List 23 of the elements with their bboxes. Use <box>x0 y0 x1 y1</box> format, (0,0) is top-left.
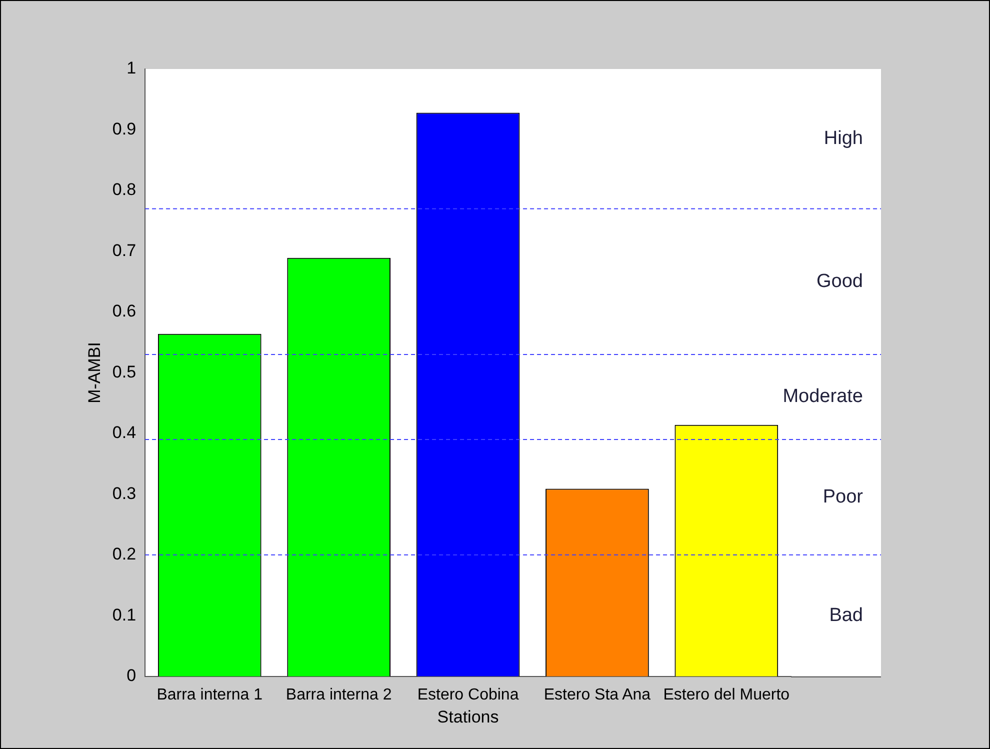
annotation: High <box>824 128 863 150</box>
y-tick-label: 0.7 <box>112 240 136 260</box>
y-tick-label: 1 <box>126 58 136 78</box>
x-axis-title: Stations <box>437 707 499 726</box>
x-tick-label: Estero del Muerto <box>663 686 790 704</box>
x-tick-label: Estero Cobina <box>417 686 519 704</box>
y-tick-label: 0.8 <box>112 180 136 200</box>
x-tick-label: Estero Sta Ana <box>544 686 651 704</box>
annotation: Moderate <box>782 386 863 408</box>
annotation: Bad <box>829 604 863 626</box>
y-axis-title: M-AMBI <box>84 342 104 404</box>
y-tick-label: 0.3 <box>112 484 136 503</box>
y-tick-label: 0.6 <box>112 302 136 321</box>
x-tick-label: Barra interna 2 <box>286 686 392 704</box>
annotation: Good <box>816 270 863 292</box>
y-tick-label: 0.2 <box>112 544 136 564</box>
y-tick-label: 0.1 <box>112 605 136 624</box>
y-tick-label: 0.4 <box>112 423 136 442</box>
y-tick-label: 0.5 <box>112 362 136 382</box>
y-tick-label: 0.9 <box>112 119 136 138</box>
y-tick-label: 0 <box>126 666 136 686</box>
x-tick-label: Barra interna 1 <box>156 686 263 704</box>
annotation: Poor <box>822 486 864 508</box>
